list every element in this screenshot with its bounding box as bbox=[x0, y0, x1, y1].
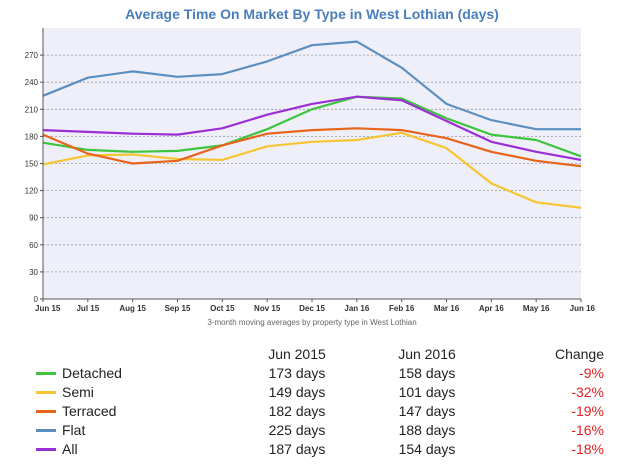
x-tick-label: Sep 15 bbox=[165, 304, 191, 313]
y-tick-label: 60 bbox=[29, 241, 38, 250]
row-jun-2016: 158 days bbox=[398, 364, 456, 381]
row-change: -32% bbox=[571, 383, 604, 400]
row-name: Terraced bbox=[62, 402, 117, 419]
y-tick-label: 90 bbox=[29, 214, 38, 223]
series-line-terraced bbox=[42, 127, 582, 168]
table-row: All 187 days 154 days -18% bbox=[28, 439, 604, 458]
x-tick-label: Jun 16 bbox=[570, 304, 596, 313]
row-change: -18% bbox=[571, 440, 604, 457]
row-jun-2016: 188 days bbox=[398, 421, 456, 438]
row-change: -16% bbox=[571, 421, 604, 438]
x-tick-label: Dec 15 bbox=[299, 304, 325, 313]
x-tick-label: Jul 15 bbox=[76, 304, 99, 313]
y-axis-ticks: 0 30 60 90 120 150 180 210 240 270 bbox=[25, 51, 43, 304]
x-tick-label: Apr 16 bbox=[479, 304, 504, 313]
x-tick-label: Feb 16 bbox=[389, 304, 415, 313]
legend-swatch-terraced bbox=[36, 410, 56, 414]
row-change: -9% bbox=[579, 364, 604, 381]
row-jun-2016: 147 days bbox=[398, 402, 456, 419]
header-swatch-cell bbox=[28, 344, 62, 363]
y-tick-label: 210 bbox=[25, 105, 39, 114]
x-tick-label: May 16 bbox=[523, 304, 550, 313]
series-line-semi bbox=[42, 131, 582, 209]
x-tick-label: Jun 15 bbox=[35, 304, 61, 313]
row-name: Flat bbox=[62, 421, 86, 438]
x-tick-label: Jan 16 bbox=[344, 304, 369, 313]
header-jun-2015: Jun 2015 bbox=[268, 345, 326, 362]
legend-swatch-flat bbox=[36, 429, 56, 433]
x-tick-label: Nov 15 bbox=[254, 304, 281, 313]
chart-title: Average Time On Market By Type in West L… bbox=[125, 6, 499, 22]
table-row: Detached 173 days 158 days -9% bbox=[28, 363, 604, 382]
y-tick-label: 120 bbox=[25, 187, 39, 196]
y-tick-label: 30 bbox=[29, 268, 38, 277]
legend-swatch-all bbox=[36, 448, 56, 452]
row-change: -19% bbox=[571, 402, 604, 419]
header-change: Change bbox=[554, 345, 604, 362]
x-tick-label: Mar 16 bbox=[434, 304, 460, 313]
row-jun-2015: 173 days bbox=[268, 364, 326, 381]
header-jun-2016: Jun 2016 bbox=[398, 345, 456, 362]
header-name-cell bbox=[62, 344, 222, 363]
x-tick-label: Aug 15 bbox=[119, 304, 146, 313]
legend-swatch-semi bbox=[36, 391, 56, 395]
row-jun-2015: 182 days bbox=[268, 402, 326, 419]
x-tick-label: Oct 15 bbox=[210, 304, 235, 313]
row-jun-2016: 154 days bbox=[398, 440, 456, 457]
series-line-all bbox=[42, 95, 582, 161]
summary-table: Jun 2015 Jun 2016 Change Detached 173 da… bbox=[28, 344, 604, 458]
y-tick-label: 180 bbox=[25, 132, 39, 141]
row-name: All bbox=[62, 440, 78, 457]
series-line-flat bbox=[42, 40, 581, 131]
row-jun-2015: 187 days bbox=[268, 440, 326, 457]
y-tick-label: 150 bbox=[25, 160, 39, 169]
series-line-detached bbox=[42, 95, 582, 158]
row-name: Semi bbox=[62, 383, 94, 400]
table-row: Semi 149 days 101 days -32% bbox=[28, 382, 604, 401]
table-row: Flat 225 days 188 days -16% bbox=[28, 420, 604, 439]
table-row: Terraced 182 days 147 days -19% bbox=[28, 401, 604, 420]
legend-swatch-detached bbox=[36, 372, 56, 376]
y-tick-label: 240 bbox=[25, 78, 39, 87]
row-jun-2015: 149 days bbox=[268, 383, 326, 400]
row-jun-2016: 101 days bbox=[398, 383, 456, 400]
y-tick-label: 270 bbox=[25, 51, 39, 60]
series-lines bbox=[42, 40, 582, 209]
summary-header-row: Jun 2015 Jun 2016 Change bbox=[28, 344, 604, 363]
x-axis-ticks: Jun 15 Jul 15 Aug 15 Sep 15 Oct 15 Nov 15 Dec … bbox=[35, 299, 596, 313]
row-jun-2015: 225 days bbox=[268, 421, 326, 438]
line-chart: 0 30 60 90 120 150 180 210 240 270 Jun 15 Jul 15 Au… bbox=[25, 28, 596, 327]
y-tick-label: 0 bbox=[34, 295, 39, 304]
row-name: Detached bbox=[62, 364, 122, 381]
chart-subtitle: 3-month moving averages by property type… bbox=[207, 318, 416, 327]
